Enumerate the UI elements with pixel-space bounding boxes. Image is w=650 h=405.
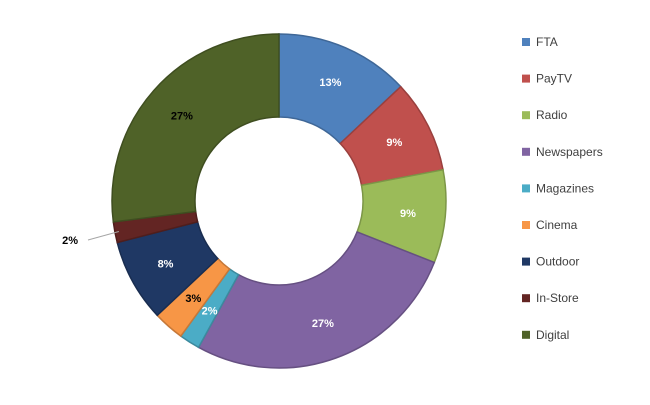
- legend-label-fta: FTA: [536, 35, 558, 49]
- legend-swatch-magazines: [522, 184, 530, 193]
- legend-item-paytv: PayTV: [522, 72, 572, 86]
- slice-label-newspapers: 27%: [312, 318, 334, 330]
- legend-label-newspapers: Newspapers: [536, 145, 603, 159]
- legend-label-in-store: In-Store: [536, 291, 579, 305]
- legend-item-radio: Radio: [522, 108, 568, 122]
- legend-label-cinema: Cinema: [536, 218, 578, 232]
- legend-item-digital: Digital: [522, 328, 569, 342]
- legend-label-digital: Digital: [536, 328, 569, 342]
- legend-label-radio: Radio: [536, 108, 568, 122]
- donut-slices: [111, 33, 447, 369]
- legend-item-cinema: Cinema: [522, 218, 578, 232]
- slice-label-paytv: 9%: [386, 137, 402, 149]
- legend-swatch-newspapers: [522, 147, 530, 156]
- legend-swatch-fta: [522, 38, 530, 46]
- legend-swatch-radio: [522, 111, 530, 120]
- slice-newspapers: [197, 230, 436, 369]
- leader-line-in-store: [87, 231, 120, 241]
- legend-item-newspapers: Newspapers: [522, 145, 603, 159]
- slice-label-in-store: 2%: [62, 235, 78, 247]
- slice-digital: [111, 33, 280, 223]
- slice-label-digital: 27%: [171, 110, 193, 122]
- legend-swatch-outdoor: [522, 257, 530, 266]
- slice-label-radio: 9%: [400, 208, 416, 220]
- legend-item-outdoor: Outdoor: [522, 255, 579, 269]
- legend-item-fta: FTA: [522, 35, 558, 49]
- legend-swatch-cinema: [522, 221, 530, 229]
- legend-swatch-digital: [522, 330, 530, 339]
- slice-label-fta: 13%: [319, 77, 341, 89]
- slice-label-cinema: 3%: [185, 293, 201, 305]
- legend-label-magazines: Magazines: [536, 181, 594, 195]
- legend: FTA PayTV Radio Newspapers Magazines Cinema Ou…: [522, 35, 603, 342]
- slice-label-magazines: 2%: [202, 305, 218, 317]
- legend-label-paytv: PayTV: [536, 72, 572, 86]
- legend-item-in-store: In-Store: [522, 291, 579, 305]
- legend-swatch-in-store: [522, 294, 530, 303]
- slice-labels: 13%9%9%27%2%3%8%2%27%: [62, 77, 416, 330]
- legend-label-outdoor: Outdoor: [536, 255, 579, 269]
- legend-item-magazines: Magazines: [522, 181, 594, 195]
- legend-swatch-paytv: [522, 74, 530, 83]
- slice-label-outdoor: 8%: [158, 258, 174, 270]
